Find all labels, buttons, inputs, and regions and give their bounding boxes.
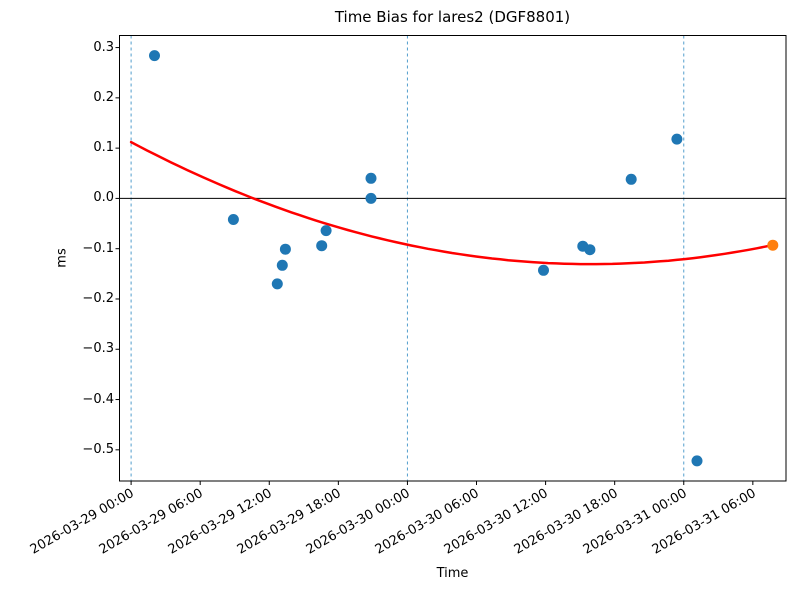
data-point-marker xyxy=(365,192,377,204)
y-tick-label: 0.1 xyxy=(93,140,114,156)
data-point-marker xyxy=(149,50,160,62)
y-tick-label: −0.2 xyxy=(82,290,114,306)
y-tick-label: −0.4 xyxy=(82,391,114,407)
data-point-marker xyxy=(271,278,283,290)
data-point-marker xyxy=(671,133,683,145)
data-point-marker xyxy=(320,225,332,237)
data-point-marker xyxy=(316,240,328,252)
data-point-marker xyxy=(691,455,703,467)
axes-frame xyxy=(119,35,787,482)
y-tick-label: 0.2 xyxy=(93,89,114,105)
data-point-marker xyxy=(365,172,377,184)
data-point-marker xyxy=(227,214,239,225)
data-point-marker xyxy=(625,173,637,185)
data-point-marker xyxy=(279,243,291,255)
fit-curve xyxy=(129,140,775,266)
y-tick-label: 0.0 xyxy=(93,190,114,206)
y-tick-label: −0.5 xyxy=(82,441,114,457)
data-point-marker xyxy=(584,244,596,256)
x-axis-label: Time xyxy=(436,566,469,581)
chart-title: Time Bias for lares2 (DGF8801) xyxy=(334,8,571,26)
data-point-marker xyxy=(276,259,288,271)
data-point-marker xyxy=(538,264,549,276)
y-tick-label: −0.3 xyxy=(82,341,114,357)
y-axis-label: ms xyxy=(54,248,70,268)
y-tick-label: −0.1 xyxy=(82,240,114,256)
data-point-marker xyxy=(767,239,779,251)
y-tick-label: 0.3 xyxy=(93,39,114,55)
